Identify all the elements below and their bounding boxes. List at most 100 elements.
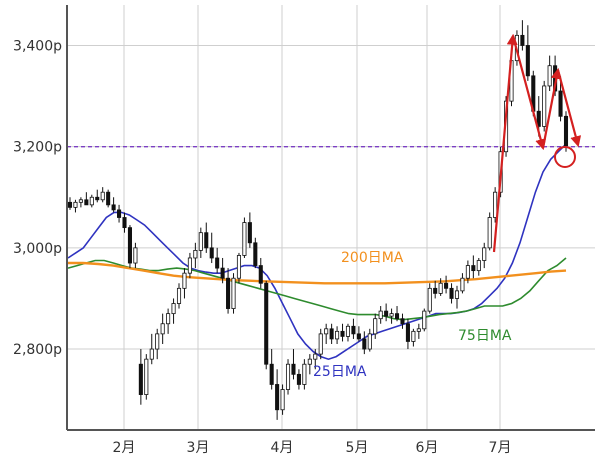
candle-body (89, 196, 94, 206)
candle-body (215, 257, 220, 269)
candle-body (236, 255, 242, 279)
candle-body (198, 232, 203, 251)
candle-body (367, 333, 372, 350)
candle-body (133, 247, 138, 264)
ma-label: 25日MA (313, 364, 367, 380)
candle-body (242, 222, 247, 256)
candle-body (106, 191, 111, 206)
candle-body (340, 330, 345, 337)
candle-body (67, 201, 73, 208)
candle-body (78, 199, 83, 203)
candle-body (280, 389, 285, 411)
candle-body (378, 310, 383, 320)
candle-body (438, 282, 443, 294)
ma-labels: 200日MA 75日MA 25日MA (313, 250, 512, 380)
candle-body (362, 338, 367, 350)
candle-body (356, 333, 361, 340)
candle-body (324, 328, 329, 335)
candle-body (558, 90, 563, 117)
candle-body (520, 34, 525, 46)
candle-body (204, 232, 209, 249)
candle-body (394, 313, 400, 320)
candle-body (405, 323, 410, 342)
candle-body (476, 260, 481, 272)
candle-body (149, 348, 154, 360)
candle-body (176, 287, 182, 304)
candle-body (400, 318, 405, 325)
candle-body (335, 330, 340, 340)
candle-body (171, 303, 176, 315)
candle-body (427, 287, 432, 312)
ma-line (68, 261, 567, 285)
x-tick-labels: 2月 3月 4月 5月 6月 7月 (113, 440, 512, 456)
ma-line (67, 143, 567, 361)
candle-body (166, 313, 171, 325)
candle-body (296, 373, 301, 385)
y-tick-label: 3,000p (13, 241, 62, 257)
candle-body (253, 242, 258, 266)
candle-body (471, 265, 476, 272)
candle-body (155, 333, 160, 350)
candle-body (547, 65, 552, 87)
x-tick-label: 5月 (346, 440, 369, 456)
ma-label: 200日MA (341, 250, 404, 266)
trend-arrow (556, 69, 582, 148)
trend-arrow (541, 67, 562, 149)
candle-body (307, 358, 312, 365)
candle-body (536, 110, 541, 127)
x-tick-label: 3月 (187, 440, 210, 456)
candle-body (100, 191, 105, 201)
candle-body (160, 323, 165, 335)
x-tick-label: 4月 (271, 440, 294, 456)
candle-body (313, 353, 318, 360)
x-tick-label: 2月 (113, 440, 136, 456)
candle-body (345, 325, 351, 337)
candle-body (247, 222, 252, 244)
candle-body (373, 318, 378, 335)
candle-body (285, 363, 291, 390)
moving-averages (67, 143, 567, 361)
candle-body (84, 199, 89, 206)
candle-body (384, 310, 389, 317)
candle-body (525, 45, 530, 77)
axes (66, 5, 595, 431)
candle-body (449, 287, 454, 299)
candle-body (433, 287, 438, 294)
candle-body (302, 363, 307, 385)
candle-body (275, 384, 280, 411)
candle-body (422, 310, 427, 330)
y-tick-label: 3,200p (13, 140, 62, 156)
y-tick-label: 2,800p (13, 342, 62, 358)
candle-body (209, 247, 214, 259)
candle-body (258, 265, 263, 284)
highlight-circle (554, 146, 576, 168)
x-tick-label: 7月 (489, 440, 512, 456)
candle-body (111, 204, 116, 211)
candle-body (318, 333, 323, 355)
y-tick-label: 3,400p (13, 38, 62, 54)
candle-body (138, 363, 143, 395)
candle-body (122, 217, 127, 229)
candle-body (187, 257, 192, 274)
candle-body (269, 363, 274, 385)
candle-body (73, 201, 78, 208)
candle-body (487, 217, 492, 249)
candle-body (454, 290, 460, 299)
candle-body (264, 282, 269, 365)
ma-line (67, 257, 567, 321)
candle-body (226, 277, 231, 309)
candle-body (460, 277, 465, 292)
candles (67, 20, 569, 420)
candle-body (144, 358, 149, 395)
candle-body (482, 247, 487, 261)
y-tick-labels: 2,800p 3,000p 3,200p 3,400p (13, 38, 62, 358)
candle-body (411, 330, 416, 342)
ma-label: 75日MA (458, 328, 512, 344)
trend-arrow (511, 35, 547, 151)
candle-body (389, 313, 394, 317)
trend-arrow (492, 33, 518, 253)
candle-body (416, 328, 421, 332)
candle-body (542, 85, 547, 127)
candle-body (193, 249, 198, 259)
